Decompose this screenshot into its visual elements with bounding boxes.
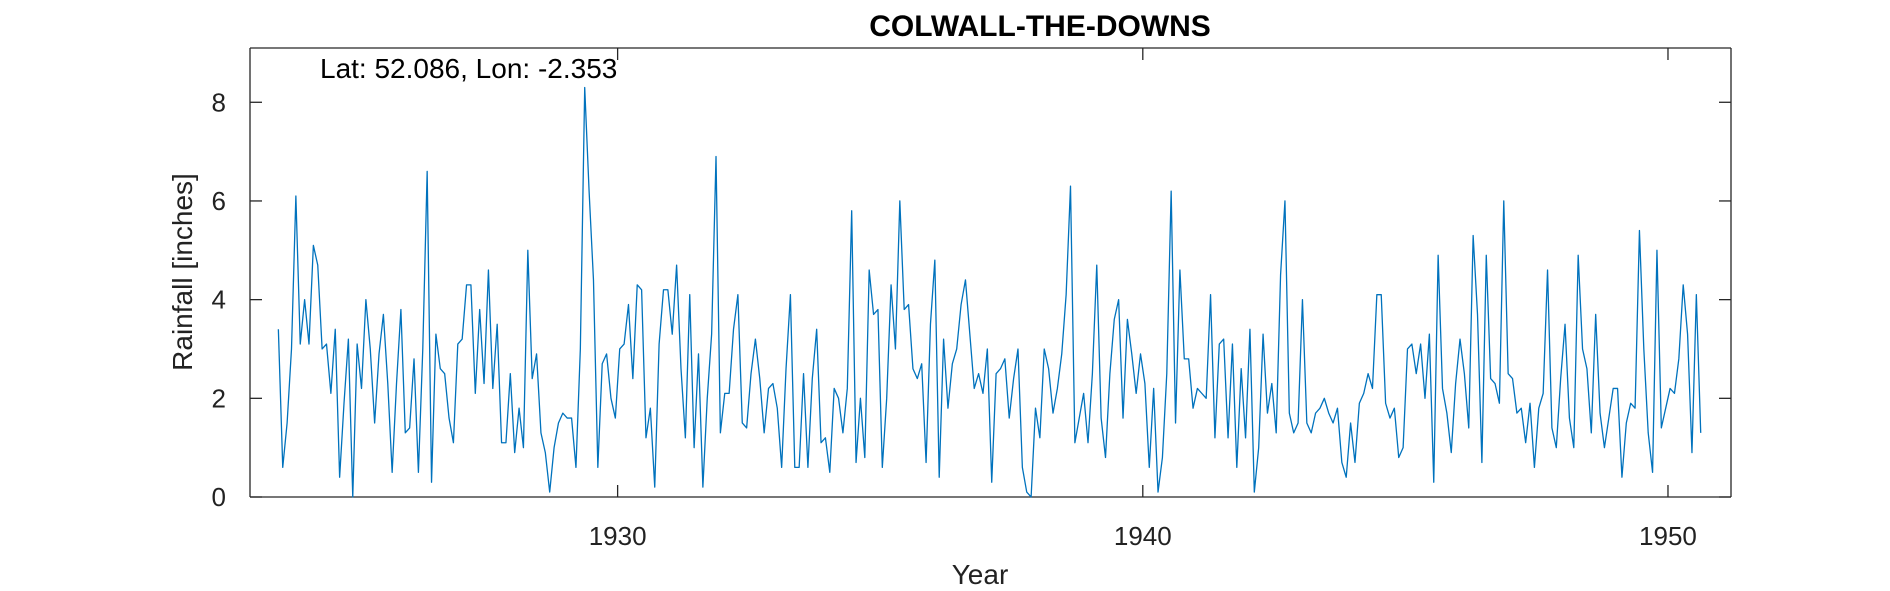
axis-ticks	[250, 48, 1731, 498]
plot-area	[250, 48, 1731, 497]
y-tick-label: 8	[212, 87, 226, 117]
y-tick-label: 0	[212, 482, 226, 512]
x-tick-label: 1940	[1114, 521, 1172, 551]
station-location-annotation: Lat: 52.086, Lon: -2.353	[320, 53, 617, 84]
tick-labels: 1930 1940 1950 0 2 4 6 8	[212, 87, 1697, 551]
y-tick-label: 4	[212, 285, 226, 315]
x-axis-label: Year	[952, 559, 1009, 590]
x-tick-label: 1950	[1639, 521, 1697, 551]
y-axis-label: Rainfall [inches]	[167, 173, 198, 371]
rainfall-series-line	[277, 86, 1702, 498]
y-tick-label: 6	[212, 186, 226, 216]
y-tick-label: 2	[212, 383, 226, 413]
chart-title: COLWALL-THE-DOWNS	[869, 10, 1211, 43]
x-tick-label: 1930	[589, 521, 647, 551]
